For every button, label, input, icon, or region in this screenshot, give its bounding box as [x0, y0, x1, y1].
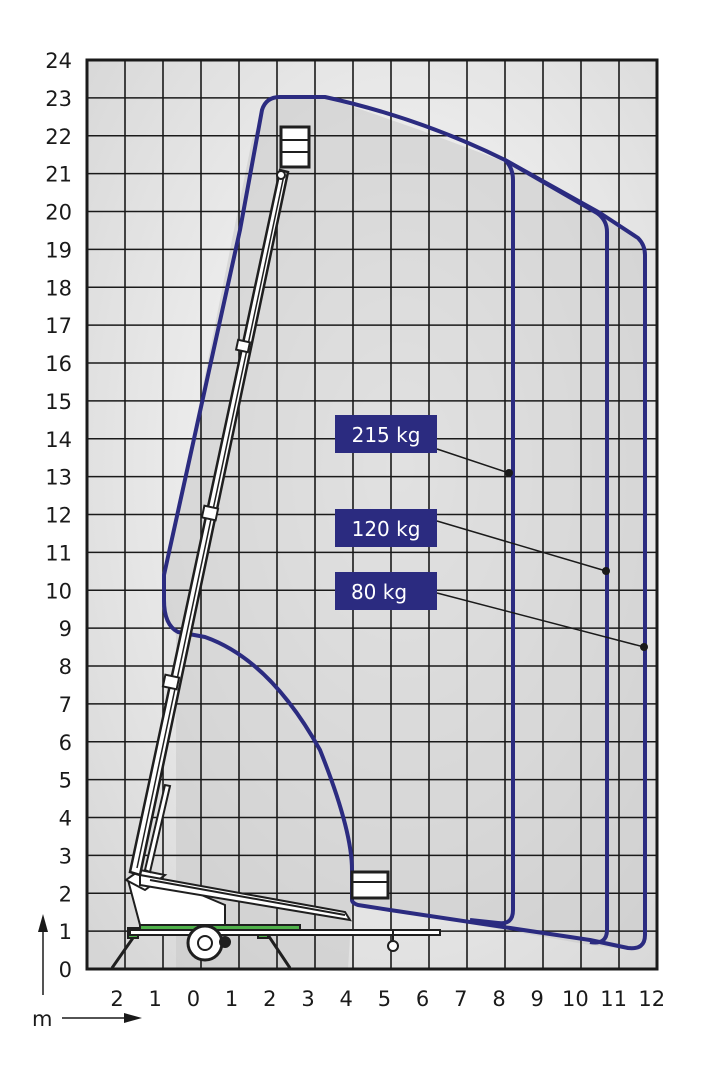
x-tick-label: 1 [225, 987, 238, 1011]
marker-80kg [640, 643, 648, 651]
axis-unit-label: m [32, 1007, 52, 1031]
y-tick-label: 13 [45, 466, 72, 490]
label-box-120kg [335, 509, 437, 547]
x-tick-label: 2 [263, 987, 276, 1011]
marker-120kg [602, 567, 610, 575]
y-tick-label: 14 [45, 428, 72, 452]
label-80kg: 80 kg [351, 580, 407, 604]
x-tick-label: 4 [340, 987, 353, 1011]
y-tick-label: 9 [59, 617, 72, 641]
reach-envelopes [162, 95, 647, 951]
x-axis-ticks: 2 1 0 1 2 3 4 5 6 7 8 9 10 11 12 [110, 987, 665, 1011]
y-tick-label: 8 [59, 655, 72, 679]
aerial-lift-illustration [110, 125, 441, 969]
x-tick-label: 12 [638, 987, 665, 1011]
y-tick-label: 20 [45, 201, 72, 225]
y-tick-label: 2 [59, 882, 72, 906]
envelope-80kg [162, 95, 647, 951]
vertical-arrow-head-icon [38, 914, 48, 932]
label-215kg: 215 kg [352, 423, 421, 447]
envelope-215kg [469, 158, 515, 926]
y-tick-label: 24 [45, 49, 72, 73]
y-tick-label: 15 [45, 390, 72, 414]
x-tick-label: 9 [531, 987, 544, 1011]
y-tick-label: 17 [45, 314, 72, 338]
x-tick-label: 10 [562, 987, 589, 1011]
leader-215kg [436, 448, 510, 474]
x-tick-label: 7 [454, 987, 467, 1011]
envelope-120kg [504, 158, 609, 945]
y-tick-label: 5 [59, 769, 72, 793]
y-tick-label: 6 [59, 731, 72, 755]
y-tick-label: 10 [45, 579, 72, 603]
basket-icon [279, 125, 311, 169]
label-120kg: 120 kg [352, 517, 421, 541]
y-tick-label: 0 [59, 958, 72, 982]
x-tick-label: 11 [600, 987, 627, 1011]
load-labels: 215 kg 120 kg 80 kg [335, 415, 648, 651]
y-tick-label: 4 [59, 807, 72, 831]
x-tick-label: 2 [110, 987, 123, 1011]
axis-indicators [38, 914, 142, 1023]
plot-border [85, 58, 659, 971]
horizontal-arrow-head-icon [124, 1013, 142, 1023]
y-tick-label: 16 [45, 352, 72, 376]
x-tick-label: 3 [301, 987, 314, 1011]
y-tick-label: 23 [45, 87, 72, 111]
label-box-215kg [335, 415, 437, 453]
y-tick-label: 3 [59, 844, 72, 868]
x-tick-label: 8 [492, 987, 505, 1011]
x-tick-label: 1 [149, 987, 162, 1011]
x-tick-label: 6 [416, 987, 429, 1011]
marker-215kg [505, 469, 513, 477]
x-tick-label: 5 [378, 987, 391, 1011]
y-tick-label: 1 [59, 920, 72, 944]
y-tick-label: 7 [59, 693, 72, 717]
x-tick-label: 0 [187, 987, 200, 1011]
y-tick-label: 22 [45, 125, 72, 149]
y-tick-label: 12 [45, 504, 72, 528]
y-tick-label: 19 [45, 238, 72, 262]
leader-80kg [436, 592, 645, 648]
y-tick-label: 11 [45, 541, 72, 565]
y-tick-label: 18 [45, 276, 72, 300]
leader-120kg [436, 520, 607, 572]
label-box-80kg [335, 572, 437, 610]
y-tick-label: 21 [45, 163, 72, 187]
